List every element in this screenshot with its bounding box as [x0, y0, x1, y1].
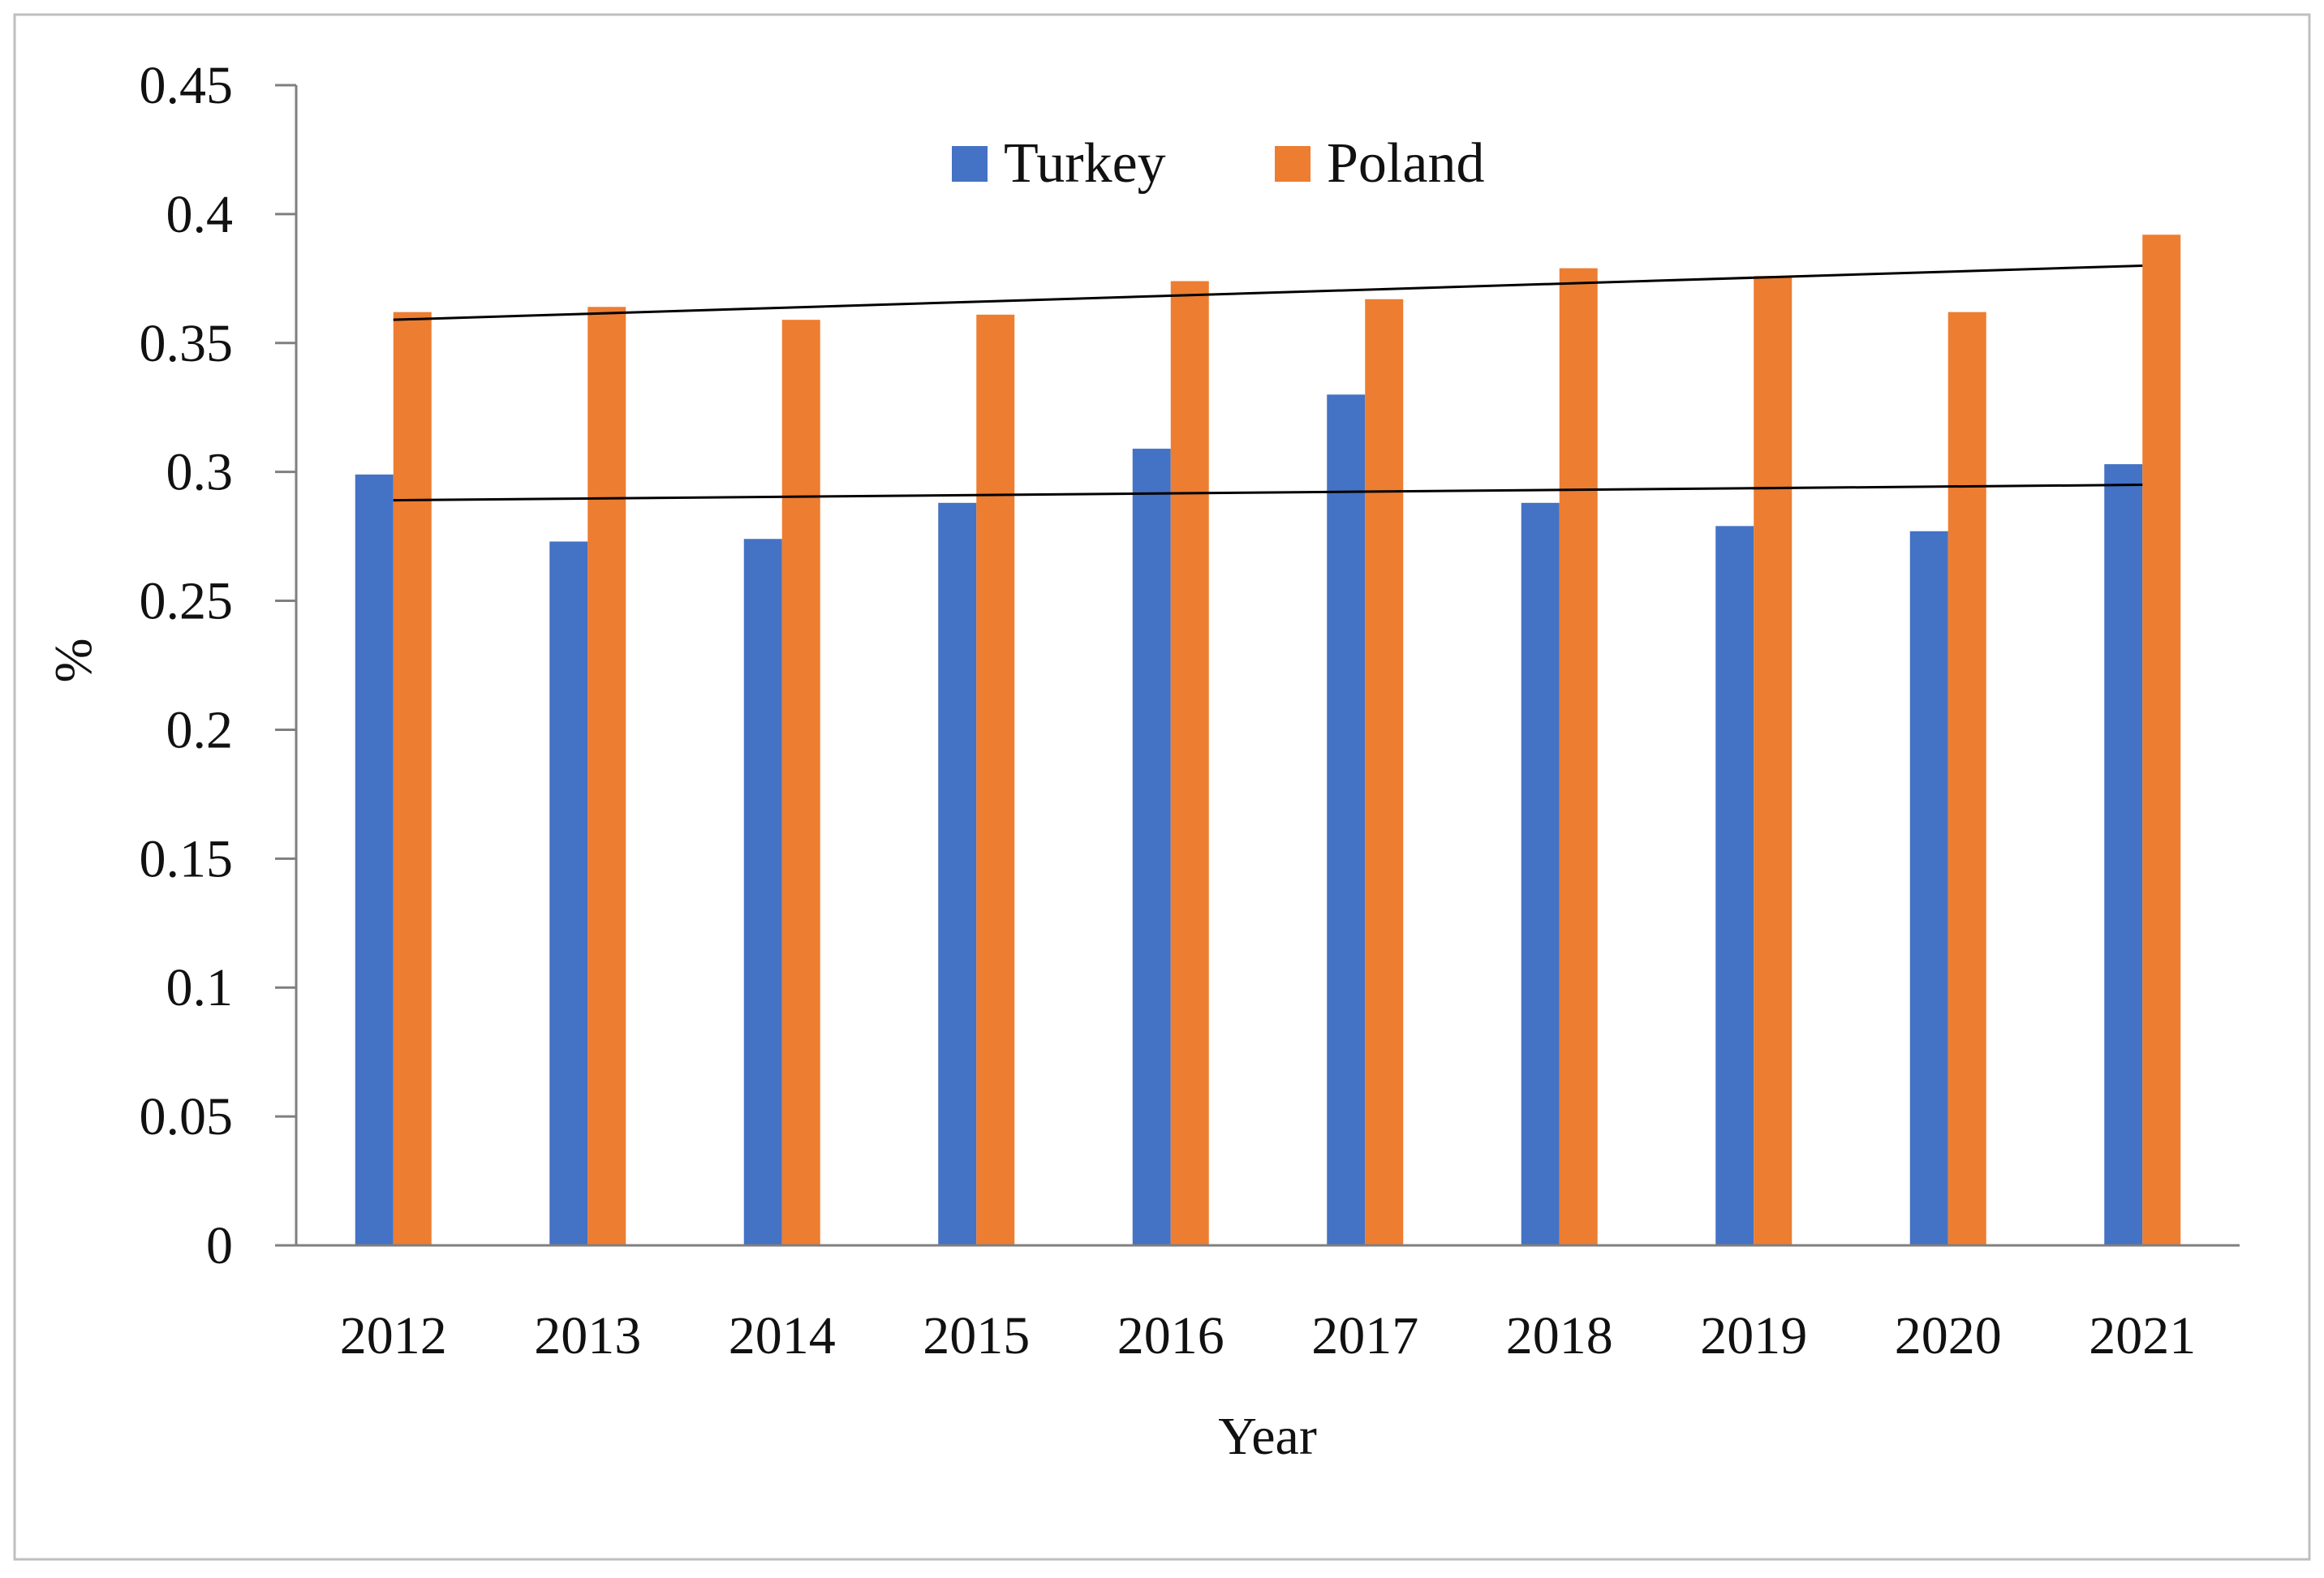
y-tick-label: 0.15 — [140, 829, 234, 888]
y-tick-label: 0.25 — [140, 572, 234, 631]
bar-poland-2012 — [393, 312, 432, 1246]
x-axis-ticks: 2012 2013 2014 2015 2016 2017 2018 2019 2020 2021 — [340, 1306, 2197, 1365]
y-tick-label: 0.3 — [166, 443, 234, 502]
bar-poland-2021 — [2142, 234, 2181, 1246]
y-tick-label: 0.35 — [140, 314, 234, 373]
bar-turkey-2020 — [1909, 531, 1948, 1245]
legend-swatch-turkey — [952, 146, 988, 182]
x-tick-label: 2020 — [1895, 1306, 2002, 1365]
x-tick-label: 2013 — [534, 1306, 641, 1365]
x-tick-label: 2019 — [1700, 1306, 1807, 1365]
bar-poland-2015 — [976, 314, 1015, 1245]
axes-group — [275, 85, 2240, 1247]
trendline-poland — [393, 264, 2143, 321]
x-tick-label: 2014 — [729, 1306, 836, 1365]
bar-turkey-2014 — [743, 539, 782, 1245]
y-tick-label: 0.2 — [166, 700, 234, 759]
bars-group — [355, 234, 2181, 1246]
x-tick-label: 2021 — [2089, 1306, 2196, 1365]
legend-swatch-poland — [1275, 146, 1310, 182]
bar-poland-2013 — [587, 307, 626, 1246]
bar-poland-2019 — [1754, 276, 1792, 1246]
bar-poland-2016 — [1170, 281, 1209, 1245]
bar-turkey-2016 — [1132, 449, 1171, 1245]
x-tick-label: 2016 — [1117, 1306, 1224, 1365]
bar-turkey-2018 — [1521, 502, 1560, 1245]
bar-turkey-2012 — [355, 474, 394, 1245]
y-tick-label: 0.1 — [166, 958, 234, 1017]
bar-turkey-2019 — [1715, 526, 1754, 1245]
bar-turkey-2017 — [1327, 394, 1366, 1245]
y-axis-title: % — [44, 639, 103, 683]
trendline-turkey — [393, 484, 2143, 502]
y-tick-label: 0.4 — [166, 185, 234, 244]
y-tick-label: 0 — [206, 1216, 233, 1275]
bar-poland-2018 — [1559, 268, 1598, 1246]
legend-label-poland: Poland — [1327, 132, 1484, 195]
bar-turkey-2021 — [2104, 464, 2143, 1245]
trendlines-group — [393, 264, 2143, 502]
y-tick-label: 0.05 — [140, 1087, 234, 1146]
x-tick-label: 2017 — [1311, 1306, 1418, 1365]
x-tick-label: 2018 — [1506, 1306, 1613, 1365]
y-tick-label: 0.45 — [140, 56, 234, 115]
y-axis-ticks: 0 0.05 0.1 0.15 0.2 0.25 0.3 0.35 0.4 0.45 — [140, 56, 296, 1275]
bar-poland-2014 — [781, 320, 820, 1246]
bar-turkey-2013 — [549, 541, 588, 1245]
legend: Turkey Poland — [952, 132, 1484, 195]
x-axis-title: Year — [1218, 1407, 1317, 1466]
bar-poland-2017 — [1365, 299, 1404, 1245]
legend-label-turkey: Turkey — [1004, 132, 1166, 195]
bar-turkey-2015 — [938, 502, 977, 1245]
x-tick-label: 2015 — [923, 1306, 1030, 1365]
x-tick-label: 2012 — [340, 1306, 447, 1365]
bar-poland-2020 — [1947, 312, 1986, 1246]
